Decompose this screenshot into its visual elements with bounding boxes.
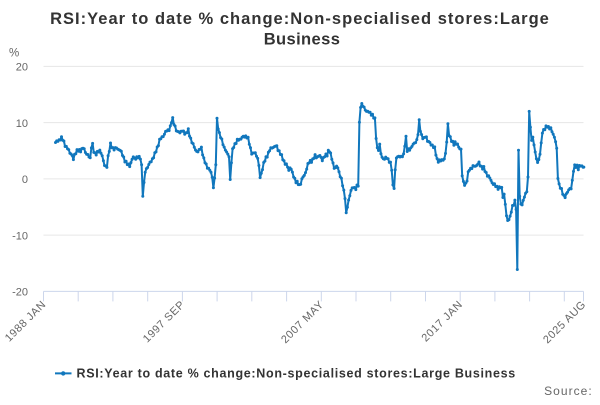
svg-text:Business: Business bbox=[264, 31, 341, 49]
svg-text:-20: -20 bbox=[12, 287, 28, 299]
svg-text:RSI:Year to date % change:Non-: RSI:Year to date % change:Non-specialise… bbox=[77, 366, 516, 380]
svg-text:20: 20 bbox=[16, 62, 28, 74]
svg-text:RSI:Year to date % change:Non-: RSI:Year to date % change:Non-specialise… bbox=[50, 10, 550, 28]
svg-text:Source:: Source: bbox=[544, 384, 593, 398]
svg-text:%: % bbox=[9, 48, 19, 60]
svg-text:-10: -10 bbox=[12, 230, 28, 242]
svg-text:10: 10 bbox=[16, 118, 28, 130]
svg-text:0: 0 bbox=[22, 174, 28, 186]
